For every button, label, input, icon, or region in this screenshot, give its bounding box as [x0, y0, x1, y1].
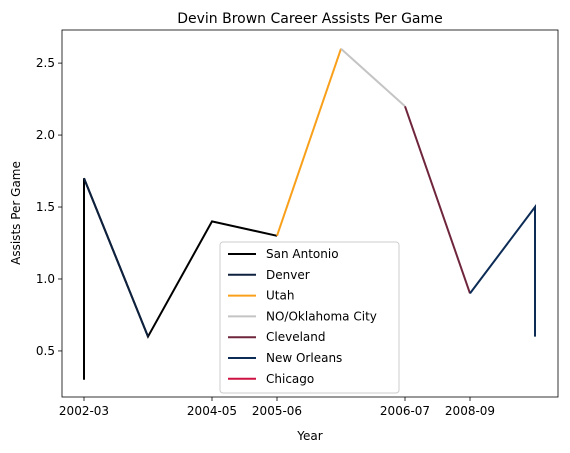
y-tick-label: 0.5: [36, 344, 55, 358]
legend-label: New Orleans: [266, 351, 342, 365]
series-line-4: [404, 105, 471, 294]
y-tick-label: 1.5: [36, 200, 55, 214]
series-layer: [83, 47, 536, 380]
y-axis: 0.5 1.0 1.5 2.0 2.5: [36, 56, 62, 358]
series-line-1: [83, 177, 149, 337]
legend: San Antonio Denver Utah NO/Oklahoma City Cle…: [219, 241, 400, 394]
legend-label: Chicago: [266, 372, 314, 386]
x-tick-label: 2004-05: [187, 404, 237, 418]
x-axis-label: Year: [296, 429, 322, 443]
y-tick-label: 1.0: [36, 272, 55, 286]
y-axis-label: Assists Per Game: [9, 161, 23, 265]
y-tick-label: 2.5: [36, 56, 55, 70]
x-tick-label: 2005-06: [252, 404, 302, 418]
x-axis: 2002-03 2004-05 2005-06 2006-07 2008-09: [59, 397, 495, 418]
y-tick-label: 2.0: [36, 128, 55, 142]
legend-label: Utah: [266, 289, 294, 303]
x-tick-label: 2002-03: [59, 404, 109, 418]
legend-label: San Antonio: [266, 247, 339, 261]
x-tick-label: 2006-07: [380, 404, 430, 418]
x-tick-label: 2008-09: [445, 404, 495, 418]
series-line-3: [340, 47, 406, 108]
legend-label: NO/Oklahoma City: [266, 309, 377, 323]
legend-box: [219, 241, 400, 394]
legend-label: Denver: [266, 268, 310, 282]
series-line-2: [276, 48, 342, 237]
series-line-5: [469, 204, 536, 337]
chart-title: Devin Brown Career Assists Per Game: [177, 11, 443, 27]
legend-label: Cleveland: [266, 330, 326, 344]
